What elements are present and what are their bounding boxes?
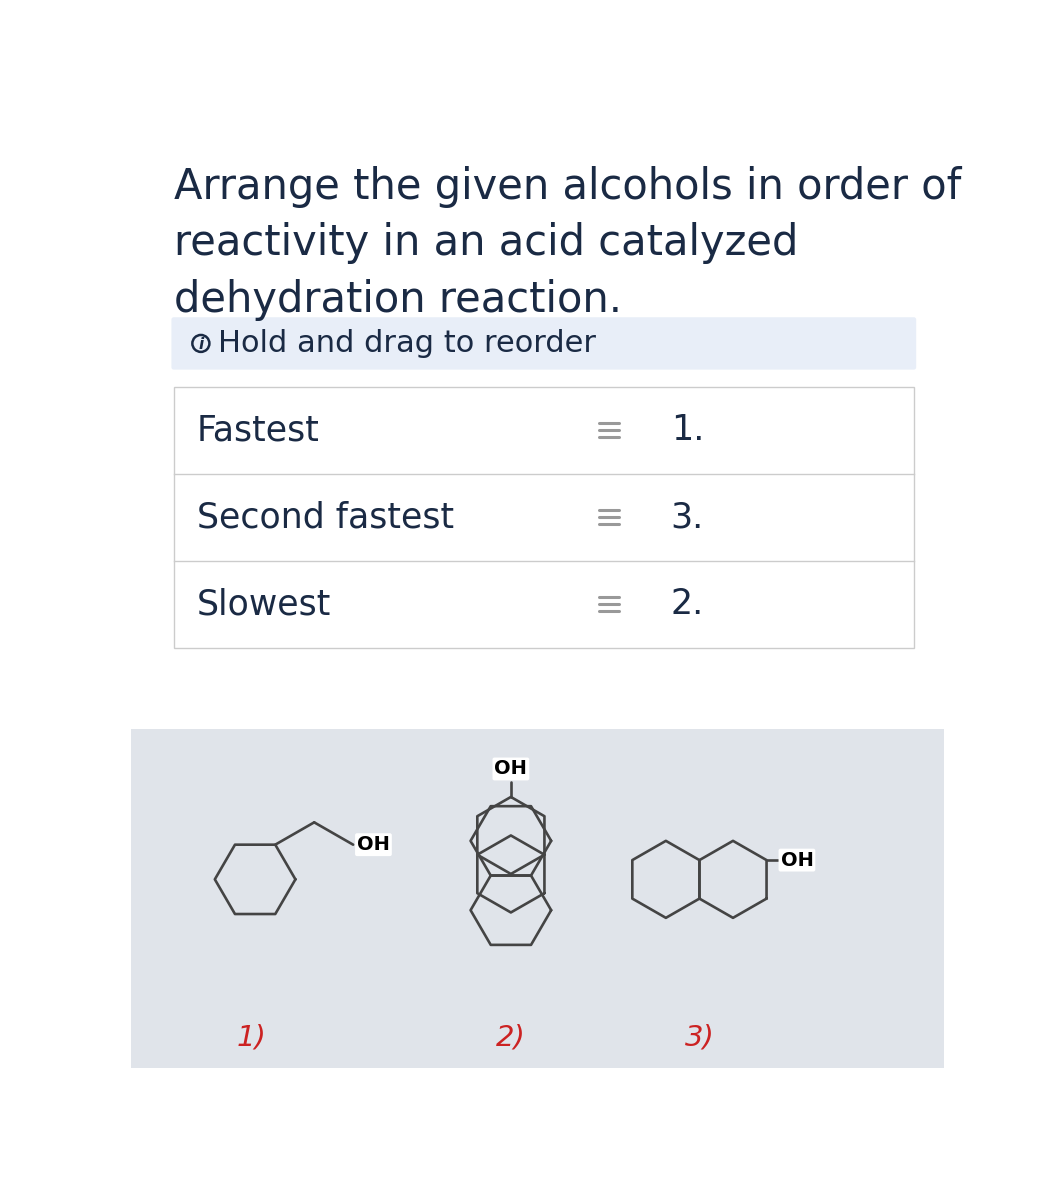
Text: OH: OH [357, 835, 390, 854]
Text: Slowest: Slowest [197, 587, 331, 622]
Text: OH: OH [494, 760, 528, 779]
FancyBboxPatch shape [174, 386, 914, 648]
Text: 1.: 1. [670, 413, 704, 448]
Text: Hold and drag to reorder: Hold and drag to reorder [218, 329, 596, 358]
Text: OH: OH [780, 851, 813, 870]
Text: Arrange the given alcohols in order of
reactivity in an acid catalyzed
dehydrati: Arrange the given alcohols in order of r… [174, 166, 961, 322]
Text: 3): 3) [685, 1024, 714, 1051]
Text: 2.: 2. [670, 587, 704, 622]
Text: 1): 1) [236, 1024, 266, 1051]
Text: 3.: 3. [670, 500, 704, 534]
Text: 2): 2) [496, 1024, 526, 1051]
Text: Fastest: Fastest [197, 413, 320, 448]
FancyBboxPatch shape [131, 730, 944, 1068]
Text: Second fastest: Second fastest [197, 500, 454, 534]
FancyBboxPatch shape [171, 317, 916, 370]
Text: i: i [198, 337, 204, 352]
